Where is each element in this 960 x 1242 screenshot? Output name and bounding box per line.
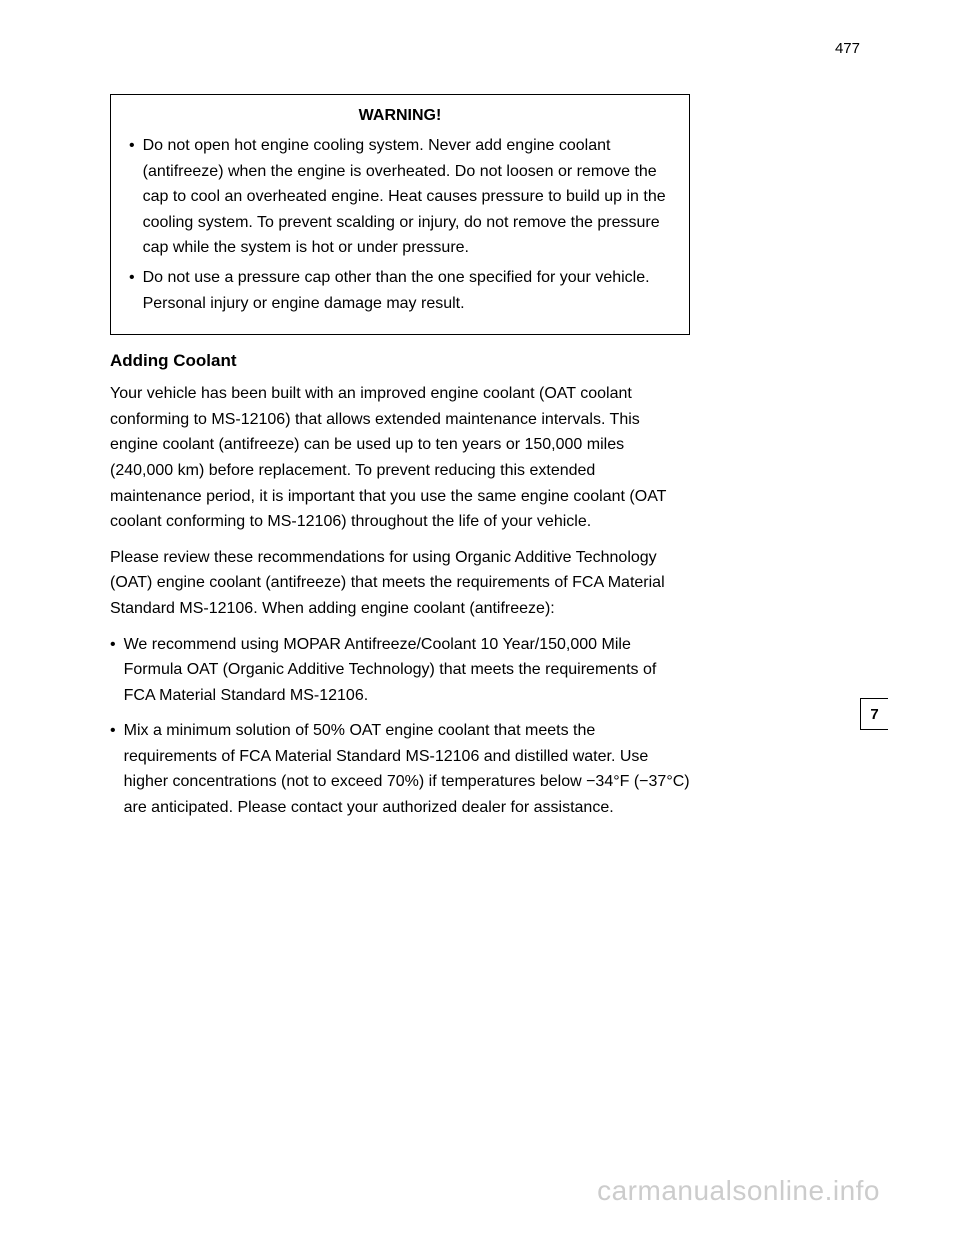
warning-item-1: • Do not open hot engine cooling system.… [129,133,671,261]
bullet-icon: • [129,133,135,261]
right-column [720,80,880,825]
bullet-icon: • [110,718,116,820]
page-number: 477 [835,40,860,57]
section-number: 7 [870,706,878,723]
section-tab: 7 [860,698,888,730]
intro-paragraph: Your vehicle has been built with an impr… [110,381,690,535]
review-paragraph: Please review these recommendations for … [110,545,690,622]
bullet-icon: • [110,632,116,709]
rec-text-2: Mix a minimum solution of 50% OAT engine… [124,718,690,820]
recommendation-1: • We recommend using MOPAR Antifreeze/Co… [110,632,690,709]
rec-text-1: We recommend using MOPAR Antifreeze/Cool… [124,632,690,709]
recommendation-2: • Mix a minimum solution of 50% OAT engi… [110,718,690,820]
section-heading: Adding Coolant [110,351,690,371]
warning-title: WARNING! [129,107,671,125]
content-columns: WARNING! • Do not open hot engine coolin… [110,80,880,825]
left-column: WARNING! • Do not open hot engine coolin… [110,80,690,825]
warning-item-2: • Do not use a pressure cap other than t… [129,265,671,316]
warning-text-2: Do not use a pressure cap other than the… [143,265,671,316]
page-container: 477 WARNING! • Do not open hot engine co… [0,0,960,1242]
warning-text-1: Do not open hot engine cooling system. N… [143,133,671,261]
warning-box: WARNING! • Do not open hot engine coolin… [110,94,690,335]
watermark-text: carmanualsonline.info [597,1175,880,1207]
bullet-icon: • [129,265,135,316]
